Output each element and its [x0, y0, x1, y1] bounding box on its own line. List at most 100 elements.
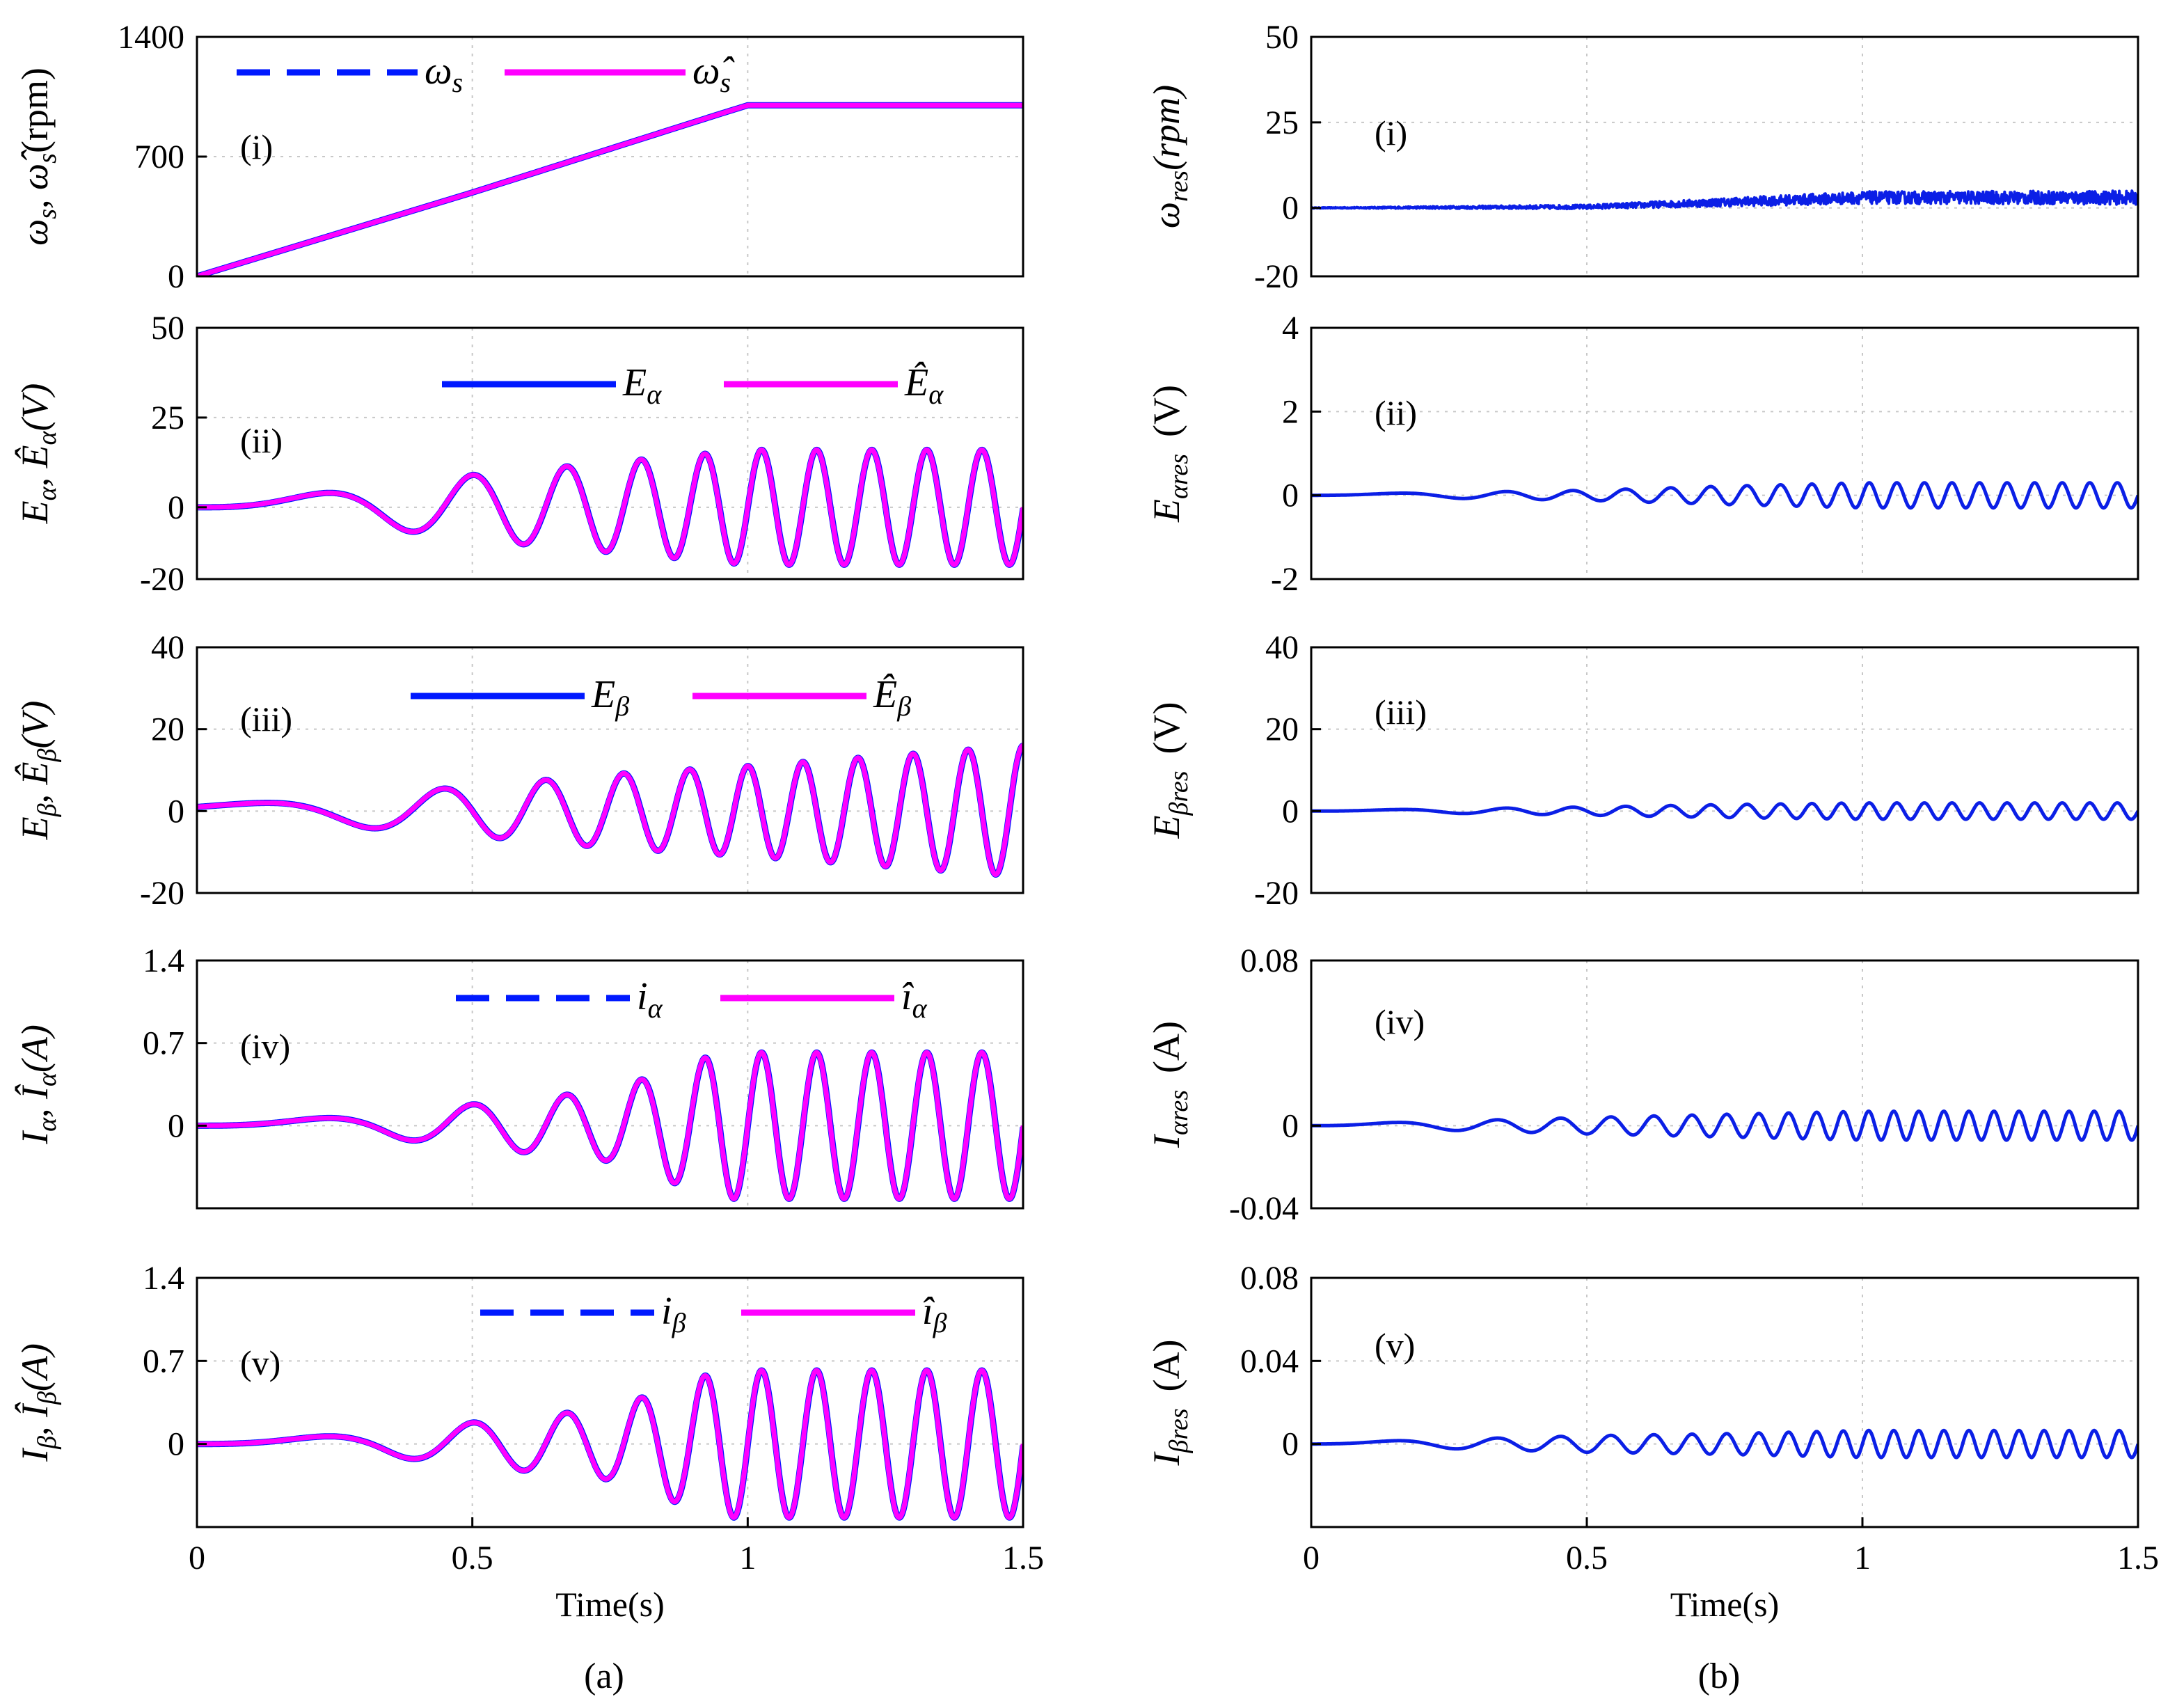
panel-tag: (v)	[240, 1343, 280, 1382]
y-axis-label-part: res	[1164, 171, 1194, 202]
legend-symbol: i	[661, 1290, 672, 1333]
xtick-label: 1	[1854, 1540, 1871, 1576]
y-axis-label-part: (rpm)	[1146, 85, 1187, 171]
ytick-label: 0.7	[143, 1343, 184, 1379]
xtick-label: 0	[1303, 1540, 1320, 1576]
legend-entry: Êβ	[873, 673, 911, 722]
y-axis-label-part: β	[33, 1436, 62, 1450]
y-axis-label-part: ,	[14, 1417, 56, 1436]
series-ω̂s	[197, 102, 1023, 276]
y-axis-label-part: (V)	[14, 701, 56, 749]
ytick-label: 20	[1265, 711, 1299, 748]
ytick-label: 40	[151, 629, 184, 666]
plot-frame	[1310, 326, 2139, 580]
series-îβ	[197, 1368, 1023, 1520]
legend-symbol: î	[922, 1290, 935, 1333]
ytick-label: 0	[168, 1426, 184, 1463]
ytick-label: 40	[1265, 629, 1299, 666]
y-axis-label-part: αres	[1164, 454, 1194, 499]
panel-b-iv: -0.04 0 0.08 (iv) Iαres (A)	[1146, 942, 2139, 1227]
xtick-label: 1.5	[2117, 1540, 2159, 1576]
xtick-label: 0	[189, 1540, 205, 1576]
ytick-label: 25	[151, 400, 184, 436]
y-axis-label-part: βres	[1164, 1409, 1194, 1454]
ytick-label: 4	[1282, 310, 1299, 347]
y-axis-label-part: Ê	[14, 761, 56, 785]
legend-symbol: Ê	[904, 361, 928, 404]
legend-entry: îα	[901, 975, 928, 1024]
ytick-label: 1.4	[143, 942, 184, 979]
y-axis-label: Eα, Êα(V)	[14, 383, 62, 525]
panel-tag: (i)	[1375, 113, 1407, 152]
ytick-label: -2	[1271, 561, 1299, 598]
y-axis-label-part: (A)	[1146, 1340, 1187, 1392]
ytick-label: 0	[1282, 793, 1299, 830]
y-axis-label-part: β	[33, 748, 62, 762]
legend-subscript: β	[896, 690, 911, 722]
xtick-label: 0.5	[452, 1540, 493, 1576]
y-axis-label-part: E	[1146, 815, 1187, 839]
legend-entry: ω̂s	[692, 49, 735, 98]
panel-tag: (ii)	[1375, 393, 1417, 432]
panel-tag: (iii)	[240, 699, 292, 738]
series-Iαres	[1311, 1109, 2138, 1142]
y-axis-label: Eαres (V)	[1146, 385, 1194, 523]
y-axis-label-part: α	[33, 486, 62, 500]
legend-subscript: β	[615, 690, 629, 722]
panel-b-ii: -2 0 2 4 (ii) Eαres (V)	[1146, 310, 2139, 598]
legend-symbol: i	[637, 975, 648, 1018]
ytick-label: 0	[168, 1107, 184, 1144]
y-axis-label: Eβres (V)	[1146, 702, 1194, 839]
y-axis-label-part: I	[14, 1130, 56, 1145]
series-Êα	[197, 447, 1023, 567]
y-axis-label-part: s	[33, 153, 62, 164]
y-axis-label-part: I	[1146, 1450, 1187, 1466]
ytick-label: 0.04	[1240, 1343, 1299, 1379]
y-axis-label: Iβ, Îβ(A)	[14, 1343, 62, 1462]
y-axis-label: Iβres (A)	[1146, 1340, 1194, 1466]
y-axis-label: Iα, Îα(A)	[14, 1025, 62, 1145]
ytick-label: 1400	[118, 19, 184, 56]
plot-frame	[196, 959, 1024, 1210]
legend-symbol: ω	[425, 49, 452, 93]
plot-frame	[196, 326, 1024, 580]
plot-frame	[196, 646, 1024, 894]
plot-frame	[1310, 646, 2139, 894]
ytick-label: 20	[151, 711, 184, 748]
y-axis-label-part: βres	[1164, 771, 1194, 816]
legend-subscript: α	[928, 379, 944, 410]
panel-tag: (i)	[240, 127, 273, 166]
y-axis-label: ωs, ω̂s(rpm)	[14, 68, 62, 246]
ytick-label: 0	[1282, 190, 1299, 227]
x-axis-label: Time(s)	[555, 1585, 665, 1624]
legend-entry: Êα	[904, 361, 944, 410]
y-axis-label-part: ,	[14, 190, 56, 209]
ytick-label: 700	[134, 139, 184, 175]
legend-entry: ωs	[425, 49, 463, 98]
y-axis-label-part: s	[33, 209, 62, 219]
ytick-label: 0	[168, 258, 184, 295]
panel-b-iii: -20 0 20 40 (iii) Eβres (V)	[1146, 629, 2139, 912]
ytick-label: 50	[151, 310, 184, 347]
panel-tag: (ii)	[240, 421, 283, 460]
legend-entry: Eα	[622, 361, 662, 410]
panel-b-v: 0 0.04 0.08 0 0.5 1 1.5 Time(s) (v) Iβres (A)	[1146, 1260, 2159, 1624]
y-axis-label: Iαres (A)	[1146, 1021, 1194, 1148]
y-axis-label-part: β	[33, 803, 62, 817]
y-axis-label-part: Î	[14, 1402, 56, 1418]
y-axis-label: ωres(rpm)	[1146, 85, 1194, 228]
y-axis-label-part: (V)	[14, 383, 56, 432]
ytick-label: -0.04	[1229, 1190, 1299, 1227]
ytick-label: 0	[168, 793, 184, 830]
ytick-label: 0	[1282, 1426, 1299, 1463]
legend-entry: îβ	[922, 1290, 947, 1338]
legend-subscript: α	[647, 379, 662, 410]
y-axis-label-part: ,	[14, 1099, 56, 1118]
y-axis-label-part: I	[14, 1447, 56, 1462]
y-axis-label: Eβ, Êβ(V)	[14, 701, 62, 841]
plot-frame	[1310, 1276, 2139, 1528]
plot-frame	[1310, 959, 2139, 1210]
